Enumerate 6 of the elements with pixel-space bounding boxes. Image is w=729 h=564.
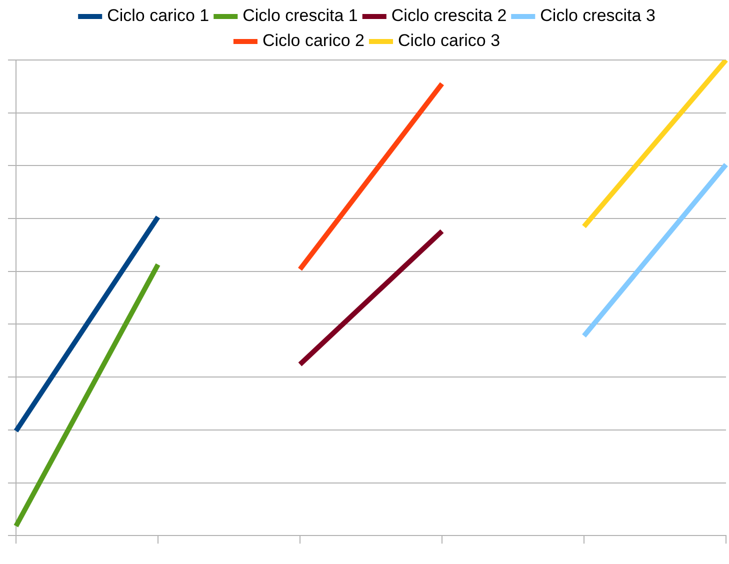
legend-label: Ciclo crescita 2 xyxy=(391,6,507,26)
legend-label: Ciclo carico 3 xyxy=(398,31,500,50)
legend-label: Ciclo crescita 1 xyxy=(242,6,358,26)
legend-label: Ciclo crescita 3 xyxy=(540,6,656,26)
legend-label: Ciclo carico 2 xyxy=(262,31,365,50)
legend-label: Ciclo carico 1 xyxy=(107,6,210,26)
